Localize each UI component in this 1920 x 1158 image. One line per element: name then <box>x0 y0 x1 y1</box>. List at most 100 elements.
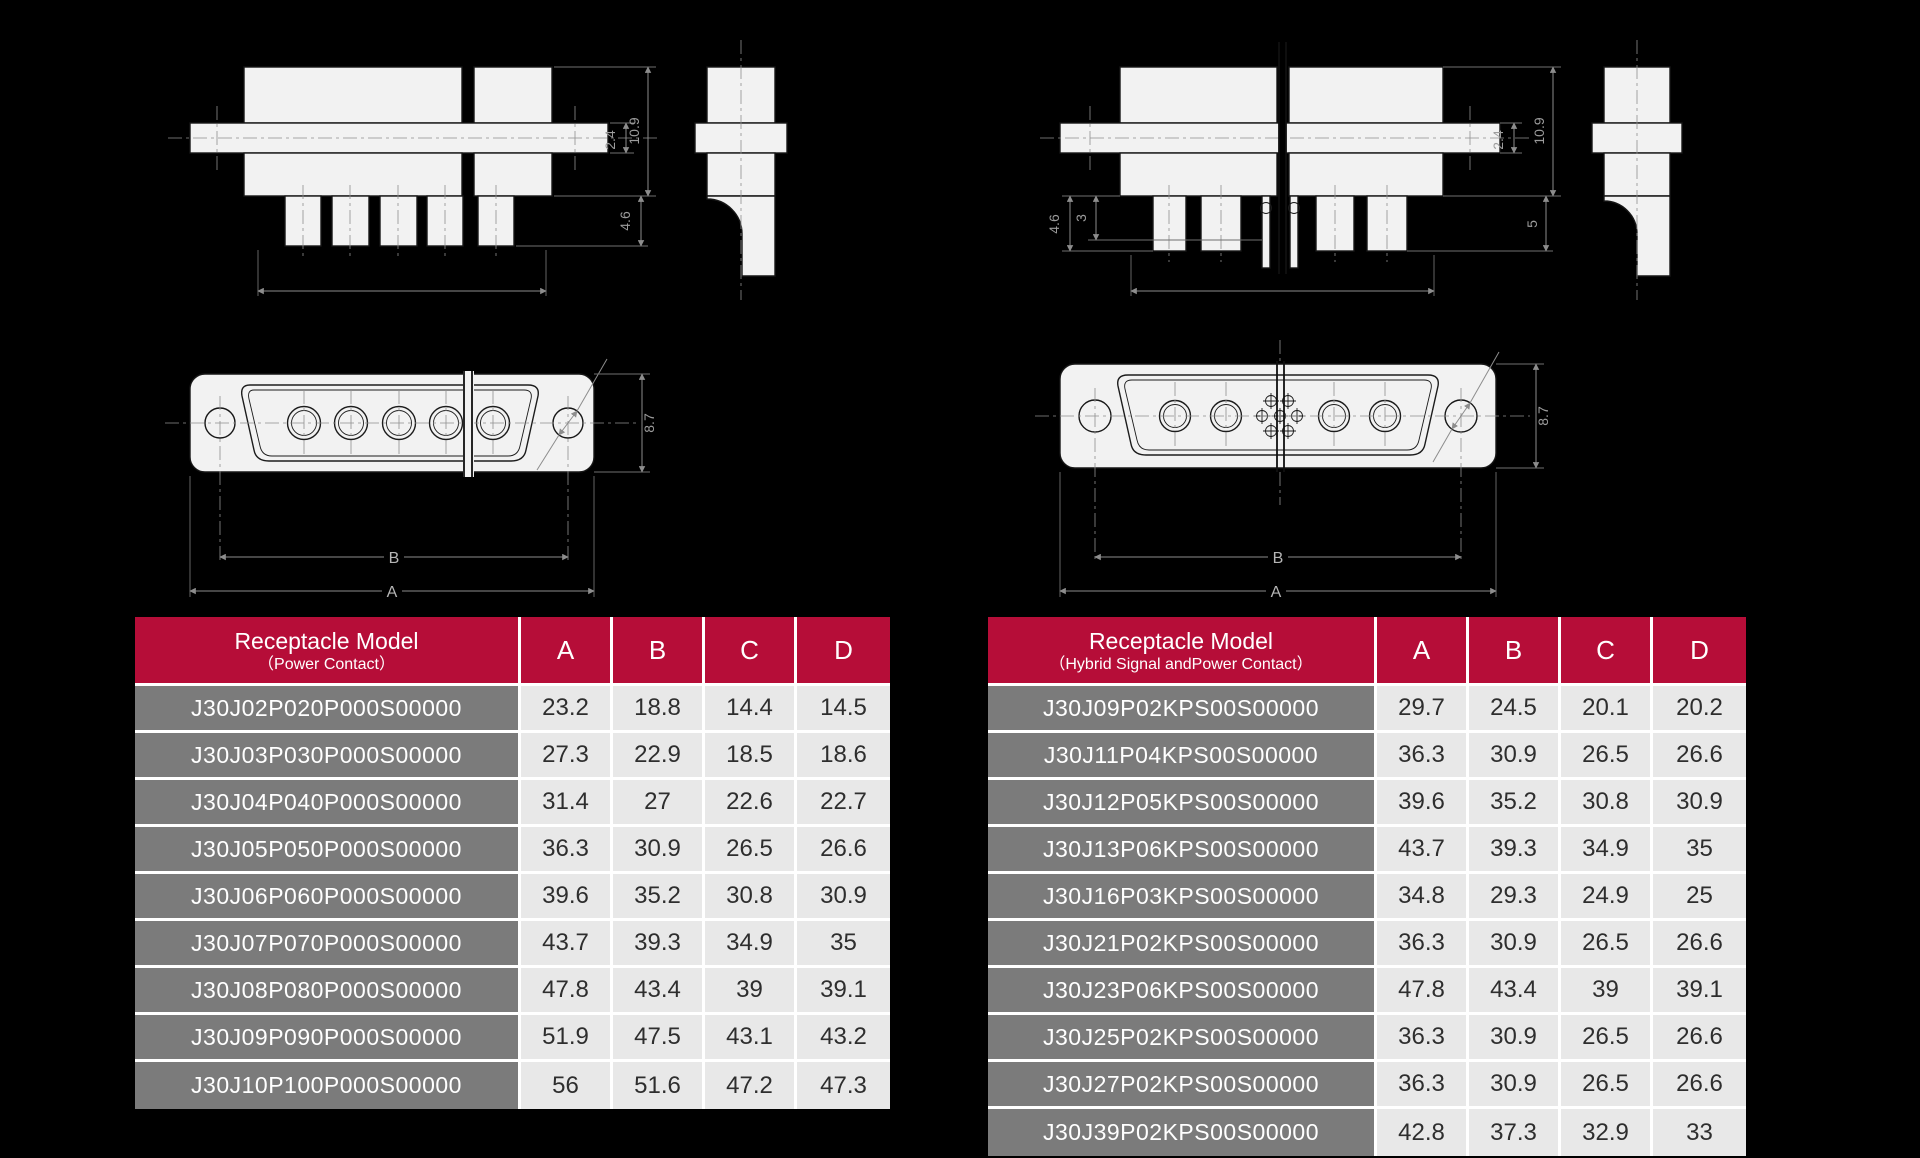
value-cell: 36.3 <box>1377 733 1469 780</box>
model-cell: J30J02P020P000S00000 <box>135 686 521 733</box>
value-cell: 43.2 <box>797 1015 890 1062</box>
model-cell: J30J16P03KPS00S00000 <box>988 874 1377 921</box>
table-row: J30J27P02KPS00S00000 36.3 30.9 26.5 26.6 <box>988 1062 1746 1109</box>
value-cell: 26.6 <box>1653 733 1746 780</box>
left-connector-profile-view: 2.4 10.9 4.6 <box>168 66 660 296</box>
model-cell: J30J06P060P000S00000 <box>135 874 521 921</box>
dim-label-height: 10.9 <box>626 117 642 144</box>
value-cell: 47.5 <box>613 1015 705 1062</box>
value-cell: 43.4 <box>1469 968 1561 1015</box>
value-cell: 26.5 <box>1561 1062 1653 1109</box>
left-connector-side-view <box>694 40 788 300</box>
value-cell: 30.9 <box>1469 1062 1561 1109</box>
value-cell: 24.9 <box>1561 874 1653 921</box>
table-row: J30J06P060P000S00000 39.6 35.2 30.8 30.9 <box>135 874 890 921</box>
model-cell: J30J03P030P000S00000 <box>135 733 521 780</box>
dim-label-a: A <box>387 584 398 601</box>
table-title: Receptacle Model <box>1088 627 1274 654</box>
signal-contacts <box>1254 393 1305 439</box>
dim-label-b: B <box>1273 550 1284 567</box>
value-cell: 39.1 <box>797 968 890 1015</box>
value-cell: 18.6 <box>797 733 890 780</box>
dim-label-mid: 3 <box>1073 214 1089 222</box>
dim-label-face: 8.7 <box>641 413 657 433</box>
table-row: J30J09P090P000S00000 51.9 47.5 43.1 43.2 <box>135 1015 890 1062</box>
table-subtitle: （Power Contact） <box>258 655 395 673</box>
col-header-a: A <box>521 617 613 686</box>
table-title-cell: Receptacle Model （Power Contact） <box>135 617 521 686</box>
value-cell: 39.6 <box>521 874 613 921</box>
table-subtitle: （Hybrid Signal andPower Contact） <box>1049 655 1313 673</box>
right-connector-profile-view: 4.6 3 2.4 10.9 5 <box>1040 42 1561 296</box>
col-header-d: D <box>1653 617 1746 686</box>
value-cell: 30.8 <box>1561 780 1653 827</box>
model-cell: J30J21P02KPS00S00000 <box>988 921 1377 968</box>
dim-label-a: A <box>1271 584 1282 601</box>
model-cell: J30J39P02KPS00S00000 <box>988 1109 1377 1156</box>
value-cell: 27 <box>613 780 705 827</box>
col-header-b: B <box>613 617 705 686</box>
table-row: J30J05P050P000S00000 36.3 30.9 26.5 26.6 <box>135 827 890 874</box>
model-cell: J30J10P100P000S00000 <box>135 1062 521 1109</box>
model-cell: J30J23P06KPS00S00000 <box>988 968 1377 1015</box>
model-cell: J30J08P080P000S00000 <box>135 968 521 1015</box>
value-cell: 26.6 <box>1653 1015 1746 1062</box>
dim-label-flange: 2.4 <box>602 130 618 150</box>
table-row: J30J08P080P000S00000 47.8 43.4 39 39.1 <box>135 968 890 1015</box>
value-cell: 43.1 <box>705 1015 797 1062</box>
value-cell: 20.1 <box>1561 686 1653 733</box>
value-cell: 35.2 <box>1469 780 1561 827</box>
value-cell: 37.3 <box>1469 1109 1561 1156</box>
table-body: J30J02P020P000S00000 23.2 18.8 14.4 14.5 J30J… <box>135 686 890 1109</box>
value-cell: 43.7 <box>521 921 613 968</box>
value-cell: 30.9 <box>1469 1015 1561 1062</box>
value-cell: 26.6 <box>1653 921 1746 968</box>
value-cell: 18.8 <box>613 686 705 733</box>
dim-label-pin: 4.6 <box>1046 214 1062 234</box>
value-cell: 39.3 <box>613 921 705 968</box>
right-connector-side-view <box>1591 40 1683 300</box>
technical-drawings: 2.4 10.9 4.6 <box>165 40 1683 601</box>
table-row: J30J13P06KPS00S00000 43.7 39.3 34.9 35 <box>988 827 1746 874</box>
value-cell: 34.9 <box>705 921 797 968</box>
value-cell: 39.1 <box>1653 968 1746 1015</box>
table-row: J30J07P070P000S00000 43.7 39.3 34.9 35 <box>135 921 890 968</box>
value-cell: 20.2 <box>1653 686 1746 733</box>
value-cell: 30.9 <box>797 874 890 921</box>
value-cell: 18.5 <box>705 733 797 780</box>
value-cell: 29.7 <box>1377 686 1469 733</box>
table-row: J30J09P02KPS00S00000 29.7 24.5 20.1 20.2 <box>988 686 1746 733</box>
value-cell: 33 <box>1653 1109 1746 1156</box>
col-header-c: C <box>705 617 797 686</box>
model-cell: J30J12P05KPS00S00000 <box>988 780 1377 827</box>
model-cell: J30J13P06KPS00S00000 <box>988 827 1377 874</box>
value-cell: 47.2 <box>705 1062 797 1109</box>
value-cell: 22.6 <box>705 780 797 827</box>
value-cell: 36.3 <box>1377 1062 1469 1109</box>
model-cell: J30J11P04KPS00S00000 <box>988 733 1377 780</box>
value-cell: 42.8 <box>1377 1109 1469 1156</box>
value-cell: 47.8 <box>1377 968 1469 1015</box>
value-cell: 26.5 <box>1561 921 1653 968</box>
value-cell: 34.9 <box>1561 827 1653 874</box>
value-cell: 36.3 <box>1377 1015 1469 1062</box>
value-cell: 26.5 <box>1561 733 1653 780</box>
value-cell: 24.5 <box>1469 686 1561 733</box>
value-cell: 25 <box>1653 874 1746 921</box>
value-cell: 30.9 <box>1653 780 1746 827</box>
col-header-d: D <box>797 617 890 686</box>
table-row: J30J21P02KPS00S00000 36.3 30.9 26.5 26.6 <box>988 921 1746 968</box>
value-cell: 14.5 <box>797 686 890 733</box>
dim-label-b: B <box>389 550 400 567</box>
value-cell: 30.9 <box>1469 733 1561 780</box>
value-cell: 47.8 <box>521 968 613 1015</box>
left-connector-face-view: 8.7 B A <box>165 358 657 601</box>
value-cell: 32.9 <box>1561 1109 1653 1156</box>
model-cell: J30J04P040P000S00000 <box>135 780 521 827</box>
value-cell: 27.3 <box>521 733 613 780</box>
value-cell: 29.3 <box>1469 874 1561 921</box>
dim-label-flange: 2.4 <box>1490 130 1506 150</box>
model-cell: J30J25P02KPS00S00000 <box>988 1015 1377 1062</box>
dim-label-pin: 4.6 <box>617 211 633 231</box>
